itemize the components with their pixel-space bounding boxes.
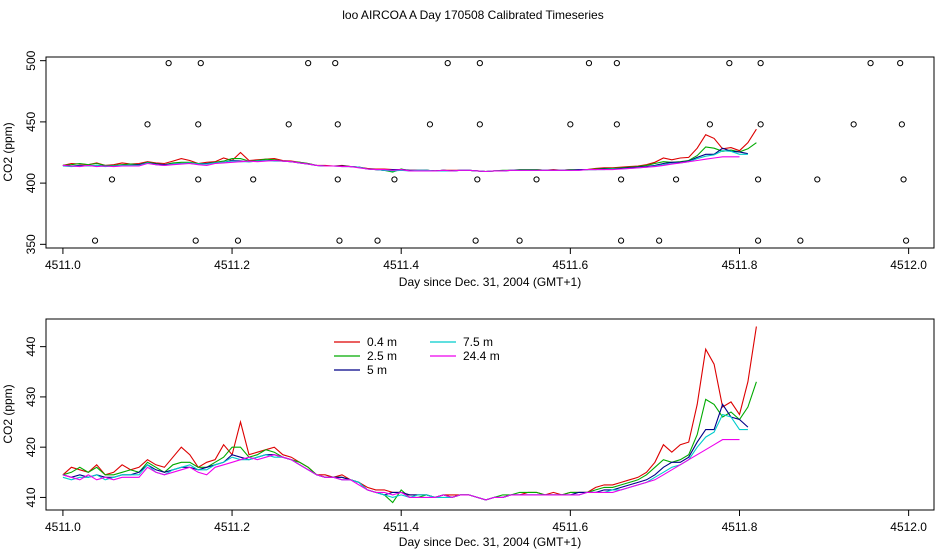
flag-point xyxy=(391,176,398,183)
top-y-tick-label: 500 xyxy=(24,50,38,70)
top-y-tick-label: 450 xyxy=(24,112,38,132)
panel-top-series xyxy=(62,128,757,173)
top-series-line-5-m xyxy=(62,147,749,173)
top-series-line-2-5-m xyxy=(62,142,757,173)
flag-point xyxy=(250,176,257,183)
panel-bottom-x-axis: 4511.0 4511.2 4511.4 4511.6 4511.8 4512.0 xyxy=(45,510,927,534)
panel-bottom-x-label: Day since Dec. 31, 2004 (GMT+1) xyxy=(399,535,581,549)
flag-point xyxy=(533,176,540,183)
flag-point xyxy=(797,237,804,244)
flag-point xyxy=(336,237,343,244)
flag-point xyxy=(726,60,733,67)
flag-point xyxy=(814,176,821,183)
legend-label: 2.5 m xyxy=(367,349,397,363)
top-x-tick-label: 4511.4 xyxy=(383,258,419,272)
chart-title: loo AIRCOA A Day 170508 Calibrated Times… xyxy=(342,8,603,22)
panel-top: 4511.0 4511.2 4511.4 4511.6 4511.8 4512.0 350… xyxy=(1,50,935,289)
chart-legend: 0.4 m2.5 m5 m 7.5 m24.4 m xyxy=(334,335,500,377)
flag-point xyxy=(850,121,857,128)
flag-point xyxy=(656,237,663,244)
top-x-tick-label: 4511.0 xyxy=(45,258,81,272)
flag-point xyxy=(334,121,341,128)
bottom-x-tick-label: 4511.8 xyxy=(722,520,758,534)
flag-point xyxy=(195,121,202,128)
bottom-y-tick-label: 410 xyxy=(24,487,38,507)
flag-point xyxy=(706,121,713,128)
flag-point xyxy=(195,176,202,183)
flag-point xyxy=(476,60,483,67)
flag-point xyxy=(285,121,292,128)
flag-point xyxy=(516,237,523,244)
flag-point xyxy=(332,60,339,67)
bottom-series-line-5-m xyxy=(62,403,749,501)
flag-point xyxy=(897,60,904,67)
bottom-y-tick-label: 440 xyxy=(24,336,38,356)
top-y-tick-label: 400 xyxy=(24,173,38,193)
top-y-tick-label: 350 xyxy=(24,234,38,254)
flag-point xyxy=(900,176,907,183)
legend-label: 0.4 m xyxy=(367,335,397,349)
flag-point xyxy=(585,60,593,67)
panel-top-plot-frame xyxy=(45,56,935,249)
panel-bottom: 4511.0 4511.2 4511.4 4511.6 4511.8 4512.0 410… xyxy=(1,318,935,549)
flag-point xyxy=(108,176,116,183)
bottom-y-tick-label: 430 xyxy=(24,387,38,407)
flag-point xyxy=(444,60,451,67)
flag-point xyxy=(334,176,341,183)
flag-point xyxy=(757,60,764,67)
flag-point xyxy=(474,176,481,183)
bottom-x-tick-label: 4511.4 xyxy=(383,520,419,534)
flag-point xyxy=(476,121,483,128)
flag-point xyxy=(374,237,381,244)
top-x-tick-label: 4511.8 xyxy=(722,258,758,272)
flag-point xyxy=(617,176,625,183)
flag-point xyxy=(902,237,910,244)
bottom-x-tick-label: 4512.0 xyxy=(890,520,927,534)
legend-label: 7.5 m xyxy=(463,335,493,349)
top-series-line-24-4-m xyxy=(62,156,740,173)
flag-point xyxy=(144,121,151,128)
top-series-line-7-5-m xyxy=(62,150,748,173)
flag-point xyxy=(234,237,242,244)
flag-point xyxy=(754,176,762,183)
flag-point xyxy=(197,60,204,67)
bottom-y-tick-label: 420 xyxy=(24,437,38,457)
flag-point xyxy=(472,237,479,244)
legend-label: 5 m xyxy=(367,363,387,377)
top-x-tick-label: 4511.2 xyxy=(214,258,250,272)
flag-point xyxy=(672,176,680,183)
panel-bottom-y-label: CO2 (ppm) xyxy=(1,384,15,443)
panel-top-x-label: Day since Dec. 31, 2004 (GMT+1) xyxy=(399,275,581,289)
flag-point xyxy=(305,60,312,67)
top-x-tick-label: 4512.0 xyxy=(890,258,927,272)
flag-point xyxy=(91,237,99,244)
panel-top-y-axis: 350 400 450 500 xyxy=(24,50,46,254)
top-x-tick-label: 4511.6 xyxy=(552,258,588,272)
flag-point xyxy=(192,237,199,244)
flag-point xyxy=(757,121,764,128)
flag-point xyxy=(754,237,762,244)
flag-point xyxy=(426,121,434,128)
flag-point xyxy=(617,237,625,244)
bottom-series-line-7-5-m xyxy=(62,413,748,501)
panel-top-x-axis: 4511.0 4511.2 4511.4 4511.6 4511.8 4512.0 xyxy=(45,248,927,272)
bottom-x-tick-label: 4511.6 xyxy=(552,520,588,534)
panel-bottom-series xyxy=(62,326,757,504)
flag-point xyxy=(613,121,620,128)
flag-point xyxy=(867,60,874,67)
flag-point xyxy=(898,121,905,128)
flag-point xyxy=(165,60,172,67)
panel-bottom-plot-frame xyxy=(45,318,935,511)
flag-point xyxy=(613,60,620,67)
bottom-series-line-24-4-m xyxy=(62,439,740,501)
bottom-series-line-2-5-m xyxy=(62,381,757,504)
legend-label: 24.4 m xyxy=(463,349,500,363)
bottom-x-tick-label: 4511.2 xyxy=(214,520,250,534)
panel-top-flag-points xyxy=(91,60,910,244)
bottom-x-tick-label: 4511.0 xyxy=(45,520,81,534)
flag-point xyxy=(567,121,574,128)
panel-top-y-label: CO2 (ppm) xyxy=(1,122,15,181)
panel-bottom-y-axis: 410 420 430 440 xyxy=(24,336,46,507)
